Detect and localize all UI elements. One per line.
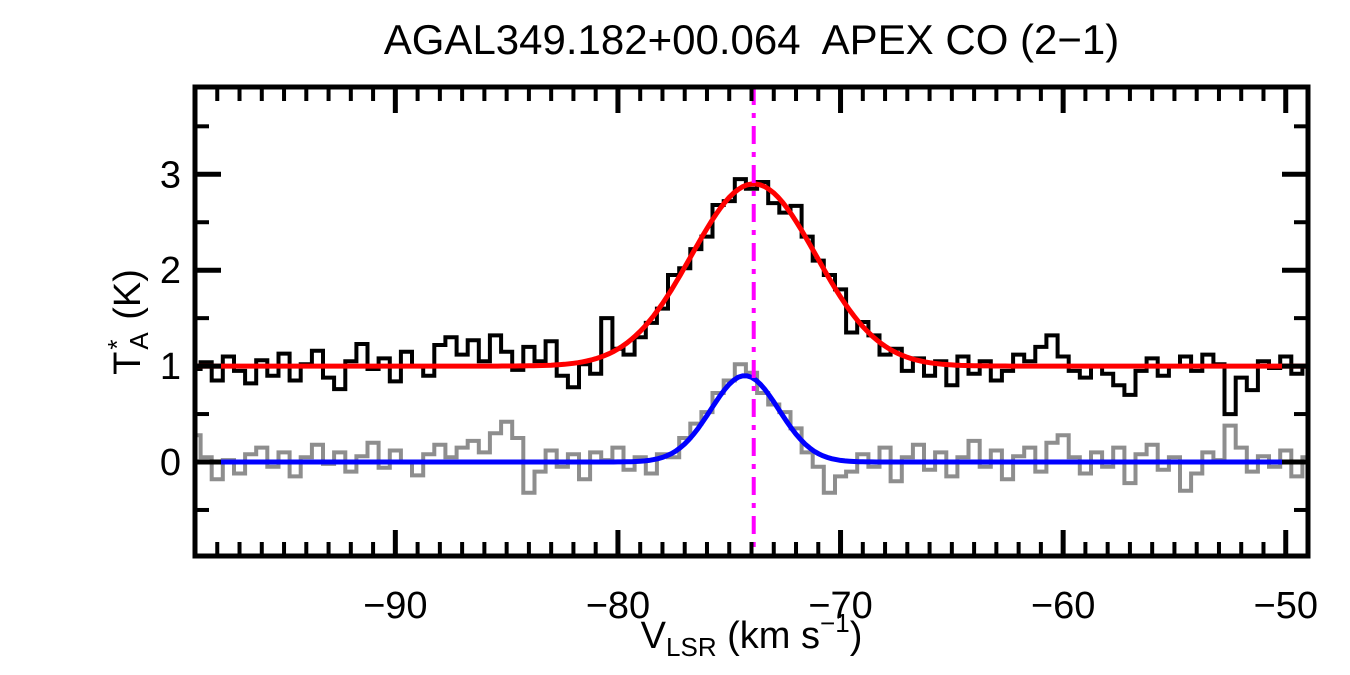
y-axis-label-end: (K) (106, 269, 149, 331)
x-axis-label-mid: (km s (716, 615, 821, 657)
x-tick-label: −60 (1031, 585, 1095, 627)
x-tick-label: −80 (586, 585, 650, 627)
y-tick-label: 1 (160, 346, 181, 388)
gray-spectrum-histogram (195, 362, 1308, 495)
y-tick-label: 2 (160, 250, 181, 292)
red-gaussian-fit-curve (195, 181, 1308, 369)
y-axis-label: T * A (K) (102, 269, 154, 375)
x-axis-label-main: V (640, 615, 667, 657)
chart-title: AGAL349.182+00.064 APEX CO (2−1) (383, 16, 1120, 63)
x-tick-label: −70 (808, 585, 872, 627)
x-axis-label-superscript: −1 (820, 608, 850, 638)
axes-frame (192, 84, 1311, 559)
x-axis-label-subscript: LSR (666, 632, 717, 662)
x-axis-label: VLSR (km s−1) (195, 608, 1308, 663)
x-tick-label: −50 (1254, 585, 1318, 627)
y-axis-label-subscript: A (124, 332, 154, 350)
y-tick-label: 3 (160, 154, 181, 196)
blue-gaussian-fit-curve (195, 373, 1308, 465)
y-tick-label: 0 (160, 442, 181, 484)
y-axis-label-script-stack: * A (102, 332, 154, 350)
y-axis-label-main: T (106, 351, 149, 375)
x-axis-label-end: ) (849, 615, 863, 657)
x-tick-label: −90 (363, 585, 427, 627)
